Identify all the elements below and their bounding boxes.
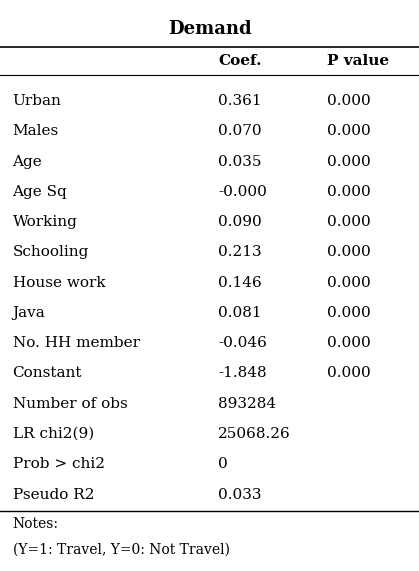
Text: 0.090: 0.090	[218, 215, 261, 229]
Text: 25068.26: 25068.26	[218, 427, 291, 441]
Text: Constant: Constant	[13, 367, 82, 380]
Text: Urban: Urban	[13, 94, 62, 108]
Text: 0.146: 0.146	[218, 276, 261, 289]
Text: 0.000: 0.000	[327, 185, 370, 199]
Text: P value: P value	[327, 54, 389, 68]
Text: 0.000: 0.000	[327, 306, 370, 320]
Text: 0.361: 0.361	[218, 94, 261, 108]
Text: Age: Age	[13, 155, 42, 168]
Text: -0.000: -0.000	[218, 185, 267, 199]
Text: 0.000: 0.000	[327, 124, 370, 138]
Text: 0.213: 0.213	[218, 246, 261, 259]
Text: Demand: Demand	[168, 20, 251, 38]
Text: Java: Java	[13, 306, 45, 320]
Text: Working: Working	[13, 215, 78, 229]
Text: 0: 0	[218, 457, 228, 471]
Text: 0.000: 0.000	[327, 246, 370, 259]
Text: 0.000: 0.000	[327, 155, 370, 168]
Text: 0.035: 0.035	[218, 155, 261, 168]
Text: 0.000: 0.000	[327, 336, 370, 350]
Text: Age Sq: Age Sq	[13, 185, 67, 199]
Text: (Y=1: Travel, Y=0: Not Travel): (Y=1: Travel, Y=0: Not Travel)	[13, 542, 230, 557]
Text: Coef.: Coef.	[218, 54, 261, 68]
Text: Notes:: Notes:	[13, 517, 59, 530]
Text: 0.000: 0.000	[327, 94, 370, 108]
Text: Prob > chi2: Prob > chi2	[13, 457, 105, 471]
Text: 0.000: 0.000	[327, 215, 370, 229]
Text: Pseudo R2: Pseudo R2	[13, 488, 94, 501]
Text: -0.046: -0.046	[218, 336, 267, 350]
Text: House work: House work	[13, 276, 105, 289]
Text: Males: Males	[13, 124, 59, 138]
Text: No. HH member: No. HH member	[13, 336, 140, 350]
Text: Schooling: Schooling	[13, 246, 89, 259]
Text: 0.000: 0.000	[327, 367, 370, 380]
Text: 0.081: 0.081	[218, 306, 261, 320]
Text: Number of obs: Number of obs	[13, 397, 127, 411]
Text: 893284: 893284	[218, 397, 276, 411]
Text: 0.033: 0.033	[218, 488, 261, 501]
Text: 0.070: 0.070	[218, 124, 261, 138]
Text: LR chi2(9): LR chi2(9)	[13, 427, 94, 441]
Text: 0.000: 0.000	[327, 276, 370, 289]
Text: -1.848: -1.848	[218, 367, 266, 380]
